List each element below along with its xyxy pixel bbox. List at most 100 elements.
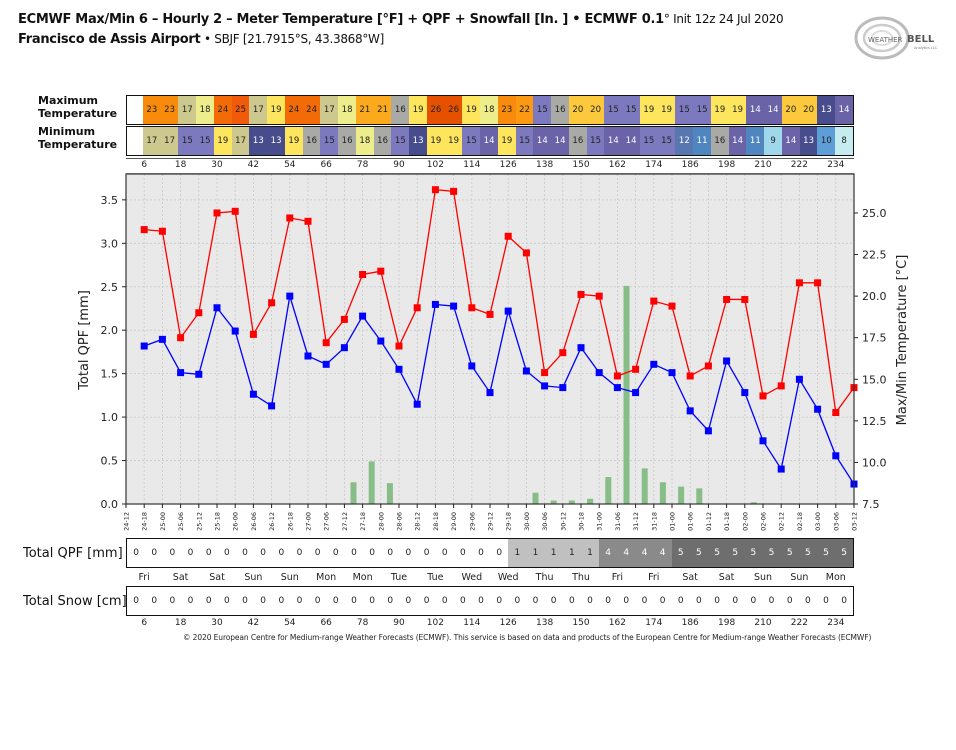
day-label: Mon: [825, 572, 846, 583]
copyright-notice: © 2020 European Centre for Medium-range …: [183, 633, 872, 642]
table-cell: 0: [242, 596, 248, 606]
hour-tick: 234: [827, 618, 845, 628]
hour-tick: 54: [284, 160, 296, 170]
strip-divider: [126, 158, 854, 159]
table-cell: 0: [332, 596, 339, 606]
table-cell: 0: [641, 596, 648, 606]
table-cell: 0: [351, 596, 357, 606]
svg-text:BELL: BELL: [907, 34, 935, 45]
min-temp-cell: 16: [568, 127, 587, 155]
max-temp-cell: 19: [409, 96, 427, 124]
max-temp-cell: 14: [746, 96, 765, 124]
x-tick-label: 26-18: [286, 512, 294, 531]
table-cell: 0: [205, 596, 212, 606]
max-temp-marker: [723, 295, 731, 303]
table-cell: 0: [696, 596, 702, 606]
table-cell: 5: [816, 539, 836, 567]
min-temp-cell: 19: [426, 127, 445, 155]
table-cell: 0: [187, 596, 194, 606]
min-temp-marker: [522, 367, 530, 375]
max-temp-cell: 14: [835, 96, 853, 124]
y-tick-left: 1.5: [101, 368, 119, 381]
hour-tick: 30: [211, 160, 223, 170]
max-temp-marker: [322, 339, 330, 347]
max-temp-marker: [450, 187, 458, 195]
y-tick-left: 3.5: [101, 194, 119, 207]
min-temp-marker: [286, 292, 294, 300]
min-temp-marker: [213, 304, 221, 312]
table-cell: 0: [768, 596, 775, 606]
max-temp-cell: 19: [710, 96, 729, 124]
min-temp-marker: [140, 342, 148, 350]
x-tick-label: 31-12: [632, 512, 640, 531]
table-cell: 0: [405, 596, 412, 606]
svg-text:Analytics LLC: Analytics LLC: [914, 46, 938, 50]
table-cell: 0: [235, 539, 255, 567]
min-temp-marker: [504, 307, 512, 315]
table-cell: 0: [387, 596, 394, 606]
day-label: Sun: [244, 572, 263, 583]
min-temp-marker: [632, 389, 640, 397]
min-temp-cell: 10: [817, 127, 836, 155]
y-tick-left: 0.5: [101, 455, 119, 468]
max-temp-cell: 15: [693, 96, 711, 124]
min-temp-cell: 15: [657, 127, 676, 155]
table-cell: 0: [369, 596, 375, 606]
x-tick-label: 02-18: [796, 512, 804, 531]
max-temp-marker: [704, 362, 712, 370]
hour-tick: 6: [141, 160, 148, 170]
max-temp-marker: [559, 349, 567, 357]
total-qpf-label: Total QPF [mm]: [23, 546, 123, 561]
max-temp-cell: 19: [728, 96, 747, 124]
min-temp-cell: 14: [551, 127, 569, 155]
table-cell: 0: [260, 596, 267, 606]
day-label: Mon: [316, 572, 337, 583]
hour-tick: 42: [247, 160, 260, 170]
min-temp-cell: 15: [639, 127, 658, 155]
min-temp-marker: [668, 369, 676, 377]
qpf-bar: [696, 488, 703, 504]
x-tick-label: 25-12: [195, 512, 203, 531]
max-temp-marker: [359, 271, 367, 279]
table-cell: 0: [308, 539, 327, 567]
min-temp-cell: 15: [391, 127, 410, 155]
hour-tick: 162: [608, 618, 626, 628]
min-temp-marker: [431, 300, 439, 308]
table-cell: 5: [671, 539, 690, 567]
max-temp-strip: 23 23 17 18 24 25 17 19 24 24 17 18 21 21 16 19 26 26 19 18…: [126, 95, 854, 125]
day-labels: Fri Sat Sat Sun Sun Mon Mon Tue Tue Wed Wed Thu Thu F…: [126, 572, 854, 586]
min-temp-cell: 17: [231, 127, 250, 155]
max-temp-cell: 20: [799, 96, 818, 124]
table-cell: 0: [750, 596, 757, 606]
max-temp-cell: 15: [622, 96, 640, 124]
hour-tick: 198: [718, 160, 736, 170]
x-tick-label: 31-00: [596, 512, 604, 531]
hour-tick: 126: [499, 160, 517, 170]
max-temp-marker: [832, 409, 840, 417]
x-tick-label: 28-12: [414, 512, 422, 531]
min-temp-cell: 19: [497, 127, 516, 155]
table-cell: 0: [490, 539, 509, 567]
x-tick-label: 27-06: [323, 512, 331, 531]
table-cell: 5: [835, 539, 854, 567]
table-cell: 0: [278, 596, 285, 606]
table-cell: 0: [605, 596, 611, 606]
x-tick-label: 30-18: [578, 512, 586, 531]
min-temp-marker: [395, 365, 403, 373]
max-temp-cell: 20: [568, 96, 587, 124]
table-cell: 0: [399, 539, 418, 567]
min-temp-marker: [686, 407, 694, 415]
max-temp-cell: 24: [284, 96, 303, 124]
hour-tick: 210: [754, 160, 772, 170]
max-temp-marker: [632, 365, 640, 373]
day-label: Thu: [572, 572, 590, 583]
x-tick-label: 29-18: [505, 512, 513, 531]
max-temp-marker: [504, 232, 512, 240]
total-snow-label: Total Snow [cm]: [23, 594, 127, 609]
hour-tick: 186: [681, 160, 699, 170]
min-temp-strip: 17 17 15 15 19 17 13 13 19 16 15 16 18 16 15 13 19 19 15 14…: [126, 126, 854, 156]
min-temp-cell: 15: [196, 127, 214, 155]
max-temp-marker: [577, 290, 585, 298]
min-temp-cell: 14: [533, 127, 552, 155]
table-cell: 0: [587, 596, 593, 606]
